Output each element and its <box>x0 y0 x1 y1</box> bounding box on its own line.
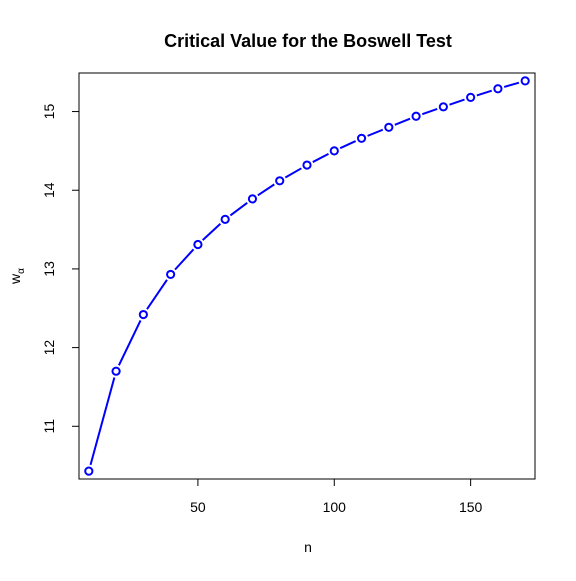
y-tick-label: 14 <box>41 182 57 198</box>
series-line-segment <box>421 108 438 116</box>
chart-title: Critical Value for the Boswell Test <box>164 31 452 51</box>
data-point <box>466 92 476 102</box>
y-axis-label-main: w <box>7 273 23 285</box>
data-series <box>84 76 530 476</box>
series-line-segment <box>284 167 302 179</box>
data-point <box>166 269 176 280</box>
data-point <box>220 214 230 224</box>
y-axis-label: wα <box>7 268 27 285</box>
y-tick-label: 15 <box>41 104 57 120</box>
y-axis-label-subscript: α <box>16 268 27 274</box>
data-point <box>356 133 367 143</box>
series-line-segment <box>89 377 116 466</box>
data-point <box>302 160 312 170</box>
y-axis: 11 12 13 14 15 <box>41 104 80 434</box>
x-axis-label: n <box>304 539 312 555</box>
series-layer <box>84 76 530 476</box>
series-line-segment <box>174 248 195 271</box>
series-line-segment <box>312 153 329 163</box>
series-line-segment <box>229 201 248 217</box>
x-tick-label: 50 <box>190 499 206 515</box>
data-point <box>520 76 530 86</box>
series-line-segment <box>118 319 142 366</box>
series-line-segment <box>476 89 493 97</box>
series-line-segment <box>449 98 465 106</box>
series-line-segment <box>394 117 411 126</box>
data-point <box>384 122 394 132</box>
series-line-segment <box>146 279 168 310</box>
data-point <box>411 111 421 121</box>
series-line-segment <box>367 128 384 137</box>
data-point <box>111 366 121 376</box>
series-line-segment <box>339 140 357 150</box>
series-line-segment <box>503 81 520 88</box>
data-point <box>247 194 258 204</box>
y-tick-label: 13 <box>41 261 57 277</box>
x-tick-label: 150 <box>459 499 483 515</box>
data-point <box>329 146 339 156</box>
data-point <box>275 176 285 186</box>
data-point <box>138 309 148 320</box>
y-tick-label: 12 <box>41 340 57 356</box>
x-axis: 50 100 150 <box>190 478 483 515</box>
x-tick-label: 100 <box>323 499 347 515</box>
data-point <box>493 84 503 94</box>
data-point <box>84 466 94 476</box>
y-tick-label: 11 <box>41 419 57 434</box>
data-point <box>438 102 448 112</box>
series-line-segment <box>257 183 275 197</box>
series-line-segment <box>202 223 222 241</box>
data-point <box>193 239 203 250</box>
